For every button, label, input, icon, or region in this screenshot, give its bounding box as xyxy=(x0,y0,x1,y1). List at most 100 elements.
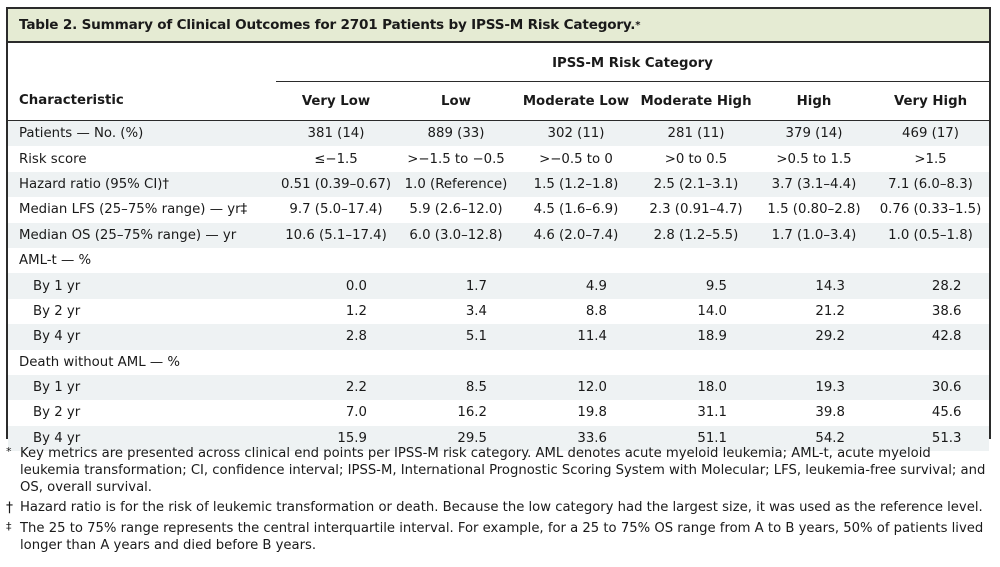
cell-very-high: 28.2 xyxy=(872,273,990,299)
cell-high: 29.2 xyxy=(756,324,872,350)
cell-very-low: 10.6 (5.1–17.4) xyxy=(276,222,396,248)
row-label: By 4 yr xyxy=(8,425,276,452)
col-header-low: Low xyxy=(396,81,516,121)
col-header-moderate-low: Moderate Low xyxy=(516,81,636,121)
row-label: Risk score xyxy=(19,151,87,167)
table-row: By 2 yr 7.0 16.2 19.8 31.1 39.8 45.6 xyxy=(8,400,989,425)
table-row: Patients — No. (%) 381 (14) 889 (33) 302 (1… xyxy=(8,120,990,147)
column-header-row: Characteristic Very Low Low Moderate Low… xyxy=(8,81,990,121)
cell-value: 30.6 xyxy=(931,380,962,396)
cell-moderate-high: >0 to 0.5 xyxy=(664,151,728,167)
cell-value: 1.2 xyxy=(345,303,367,319)
cell-high xyxy=(756,350,872,375)
cell-low: >−1.5 to −0.5 xyxy=(407,151,505,167)
cell-value: 21.2 xyxy=(815,303,845,319)
group-header-spacer xyxy=(8,43,276,82)
cell-moderate-low xyxy=(516,248,636,273)
table-row: By 1 yr 2.2 8.5 12.0 18.0 19.3 30.6 xyxy=(8,374,990,401)
cell-value: 45.6 xyxy=(931,405,962,421)
cell-high: 19.3 xyxy=(756,374,872,401)
cell-value: 7.0 xyxy=(345,405,367,421)
footnotes: * Key metrics are presented across clinic… xyxy=(6,445,991,559)
cell-very-high xyxy=(872,350,989,375)
col-header-very-low: Very Low xyxy=(276,81,396,121)
cell-value: 29.2 xyxy=(815,329,845,345)
cell-value: 11.4 xyxy=(577,329,607,345)
cell-very-high xyxy=(872,248,989,273)
cell-moderate-low: >−0.5 to 0 xyxy=(539,151,613,167)
table-title-text: Table 2. Summary of Clinical Outcomes fo… xyxy=(19,17,636,33)
table-row: Risk score ≤−1.5 >−1.5 to −0.5 >−0.5 to 0 >0… xyxy=(8,146,989,171)
cell-moderate-low: 19.8 xyxy=(516,400,636,425)
footnote-text: Key metrics are presented across clinica… xyxy=(20,446,986,495)
table-row: By 1 yr 0.0 1.7 4.9 9.5 14.3 28.2 xyxy=(8,273,990,299)
cell-high: 21.2 xyxy=(756,299,872,324)
table-row: Hazard ratio (95% CI)† 0.51 (0.39–0.67) 1.… xyxy=(8,171,990,198)
cell-value: 9.5 xyxy=(705,278,727,294)
cell-value: 15.9 xyxy=(337,430,367,446)
cell-moderate-high xyxy=(636,350,756,375)
row-label: Median OS (25–75% range) — yr xyxy=(8,222,276,248)
footnote-mark: † xyxy=(6,500,13,517)
table-body: Patients — No. (%) 381 (14) 889 (33) 302 (1… xyxy=(8,120,990,452)
cell-very-high: 1.0 (0.5–1.8) xyxy=(872,222,990,248)
cell-value: 33.6 xyxy=(577,430,607,446)
cell-value: 19.8 xyxy=(577,405,607,421)
cell-value: 8.5 xyxy=(465,380,487,396)
cell-value: 0.0 xyxy=(345,278,367,294)
cell-value: 38.6 xyxy=(931,303,962,319)
cell-very-low: 2.2 xyxy=(276,374,396,401)
cell-value: 39.8 xyxy=(815,405,845,421)
cell-moderate-high: 2.5 (2.1–3.1) xyxy=(636,171,756,198)
row-label: Death without AML — % xyxy=(19,354,181,370)
cell-very-low: 0.51 (0.39–0.67) xyxy=(276,171,396,198)
cell-very-low: 2.8 xyxy=(276,324,396,350)
cell-moderate-high: 281 (11) xyxy=(636,120,756,147)
cell-very-high: 469 (17) xyxy=(872,120,990,147)
cell-low: 6.0 (3.0–12.8) xyxy=(396,222,516,248)
cell-value: 5.1 xyxy=(465,329,487,345)
title-footnote-mark: * xyxy=(635,19,641,31)
cell-very-high: 30.6 xyxy=(872,374,990,401)
cell-value: 19.3 xyxy=(815,380,845,396)
cell-moderate-low: 8.8 xyxy=(516,299,636,324)
cell-high: >0.5 to 1.5 xyxy=(776,151,852,167)
cell-value: 29.5 xyxy=(457,430,487,446)
cell-high: 1.5 (0.80–2.8) xyxy=(767,202,861,218)
cell-high: 3.7 (3.1–4.4) xyxy=(756,171,872,198)
table-row: By 4 yr 15.9 29.5 33.6 51.1 54.2 51.3 xyxy=(8,425,990,452)
cell-low: 5.1 xyxy=(396,324,516,350)
cell-very-high: 45.6 xyxy=(872,400,989,425)
cell-very-low: 381 (14) xyxy=(276,120,396,147)
cell-high: 14.3 xyxy=(756,273,872,299)
cell-moderate-high: 2.8 (1.2–5.5) xyxy=(636,222,756,248)
cell-value: 28.2 xyxy=(931,278,962,294)
cell-low xyxy=(396,248,516,273)
table-title: Table 2. Summary of Clinical Outcomes fo… xyxy=(8,9,989,43)
col-header-moderate-high: Moderate High xyxy=(636,81,756,121)
col-header-characteristic: Characteristic xyxy=(8,81,276,121)
footnote-hazard-ratio: † Hazard ratio is for the risk of leukemi… xyxy=(6,500,991,517)
cell-moderate-high: 2.3 (0.91–4.7) xyxy=(649,202,743,218)
cell-moderate-high: 18.0 xyxy=(636,374,756,401)
cell-value: 2.2 xyxy=(345,380,367,396)
cell-value: 2.8 xyxy=(345,329,367,345)
row-label: By 2 yr xyxy=(33,405,81,421)
cell-value: 16.2 xyxy=(457,405,487,421)
row-label: Patients — No. (%) xyxy=(8,120,276,147)
table-row: Median LFS (25–75% range) — yr‡ 9.7 (5.0–… xyxy=(8,197,989,222)
cell-moderate-high: 9.5 xyxy=(636,273,756,299)
cell-low: 889 (33) xyxy=(396,120,516,147)
cell-very-low: 15.9 xyxy=(276,425,396,452)
cell-moderate-low: 1.5 (1.2–1.8) xyxy=(516,171,636,198)
cell-low: 5.9 (2.6–12.0) xyxy=(409,202,503,218)
row-label: By 4 yr xyxy=(8,324,276,350)
col-header-very-high: Very High xyxy=(872,81,990,121)
row-label: By 1 yr xyxy=(8,273,276,299)
cell-value: 4.9 xyxy=(585,278,607,294)
cell-moderate-high: 18.9 xyxy=(636,324,756,350)
cell-moderate-low: 12.0 xyxy=(516,374,636,401)
table-row: By 4 yr 2.8 5.1 11.4 18.9 29.2 42.8 xyxy=(8,324,990,350)
cell-very-high: 51.3 xyxy=(872,425,990,452)
cell-low: 1.7 xyxy=(396,273,516,299)
